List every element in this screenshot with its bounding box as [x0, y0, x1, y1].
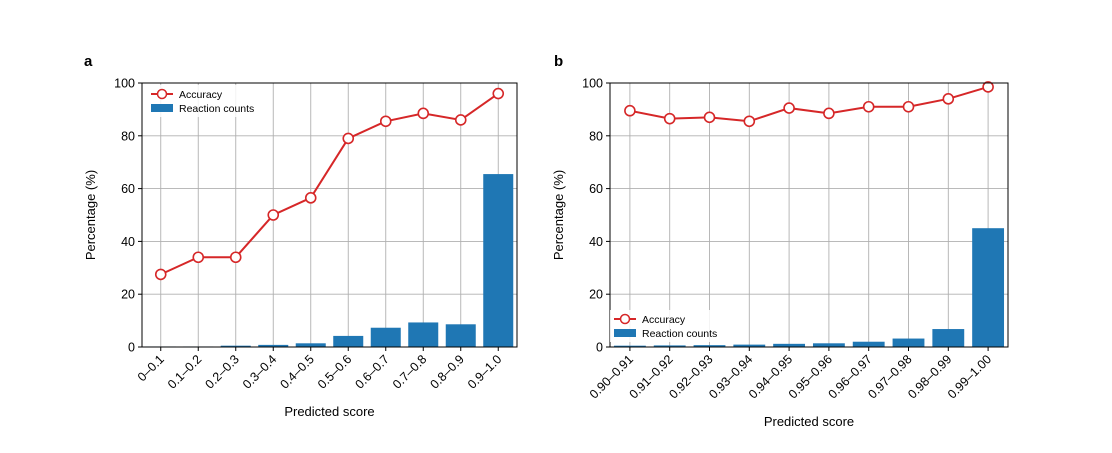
- y-axis-label: Percentage (%): [551, 170, 566, 260]
- point-accuracy: [862, 100, 875, 113]
- point-accuracy: [379, 115, 392, 128]
- x-axis-label: Predicted score: [284, 404, 374, 419]
- x-tick-label: 0.9–1.0: [465, 352, 504, 391]
- bar-reaction-counts: [972, 228, 1005, 347]
- point-accuracy: [492, 87, 505, 100]
- y-tick-label: 80: [589, 129, 603, 143]
- point-accuracy: [743, 115, 756, 128]
- x-tick-label: 0.2–0.3: [202, 352, 241, 391]
- point-accuracy: [417, 107, 430, 120]
- x-tick-label: 0.4–0.5: [277, 352, 316, 391]
- legend-bars-label: Reaction counts: [179, 103, 254, 115]
- legend-bars-swatch: [614, 329, 636, 337]
- legend-bars-label: Reaction counts: [642, 328, 717, 340]
- bar-reaction-counts: [408, 322, 439, 347]
- plot-frame: [609, 82, 1009, 348]
- y-tick-label: 0: [128, 341, 135, 355]
- point-accuracy: [902, 100, 915, 113]
- point-accuracy: [663, 112, 676, 125]
- y-tick-label: 60: [589, 182, 603, 196]
- plot-frame: [141, 82, 518, 348]
- point-accuracy: [783, 102, 795, 114]
- legend: Accuracy Reaction counts: [610, 310, 720, 342]
- bar-reaction-counts: [370, 327, 401, 347]
- y-tick-label: 60: [121, 182, 135, 196]
- bar-reaction-counts: [812, 343, 845, 347]
- y-tick-label: 100: [114, 77, 135, 91]
- panel-letter: b: [554, 53, 563, 70]
- x-tick-label: 0.1–0.2: [165, 352, 204, 391]
- bar-reaction-counts: [220, 345, 251, 347]
- point-accuracy: [304, 192, 317, 204]
- point-accuracy: [982, 81, 994, 93]
- bar-reaction-counts: [932, 329, 965, 347]
- panel-b: b0204060801000.90–0.910.91–0.920.92–0.93…: [551, 53, 1009, 429]
- legend-accuracy-marker: [619, 313, 631, 325]
- legend-accuracy-label: Accuracy: [642, 314, 686, 326]
- point-accuracy: [942, 93, 955, 105]
- bar-reaction-counts: [733, 344, 766, 347]
- panel-letter: a: [84, 53, 93, 70]
- legend: Accuracy Reaction counts: [147, 85, 257, 117]
- bar-reaction-counts: [333, 335, 364, 347]
- point-accuracy: [823, 107, 835, 120]
- point-accuracy: [342, 132, 355, 145]
- y-tick-label: 40: [121, 235, 135, 249]
- legend-accuracy-label: Accuracy: [179, 89, 223, 101]
- y-tick-label: 40: [589, 235, 603, 249]
- bar-reaction-counts: [295, 343, 326, 347]
- point-accuracy: [192, 251, 205, 264]
- y-tick-label: 0: [596, 341, 603, 355]
- x-tick-label: 0.6–0.7: [352, 352, 391, 391]
- point-accuracy: [229, 251, 242, 264]
- bar-reaction-counts: [773, 343, 806, 347]
- x-tick-label: 0.3–0.4: [240, 352, 279, 391]
- point-accuracy: [624, 104, 636, 117]
- y-tick-label: 20: [121, 288, 135, 302]
- x-tick-label: 0–0.1: [135, 352, 167, 384]
- point-accuracy: [267, 209, 280, 221]
- bar-reaction-counts: [693, 345, 726, 347]
- point-accuracy: [703, 111, 716, 124]
- bar-reaction-counts: [483, 174, 514, 347]
- legend-accuracy-marker: [156, 88, 168, 100]
- bar-reaction-counts: [445, 324, 476, 347]
- point-accuracy: [454, 114, 467, 126]
- bar-reaction-counts: [852, 341, 885, 347]
- x-tick-label: 0.99–1.00: [945, 352, 994, 401]
- x-tick-label: 0.8–0.9: [427, 352, 466, 391]
- legend-bars-swatch: [151, 104, 173, 112]
- x-tick-label: 0.7–0.8: [390, 352, 429, 391]
- bar-reaction-counts: [613, 345, 646, 347]
- panel-a: a0204060801000–0.10.1–0.20.2–0.30.3–0.40…: [83, 53, 518, 419]
- line-accuracy: [629, 86, 989, 123]
- line-accuracy: [160, 92, 499, 276]
- bar-reaction-counts: [892, 338, 925, 347]
- y-tick-label: 20: [589, 288, 603, 302]
- x-axis-label: Predicted score: [764, 414, 854, 429]
- x-tick-label: 0.5–0.6: [315, 352, 354, 391]
- point-accuracy: [154, 268, 167, 281]
- y-axis-label: Percentage (%): [83, 170, 98, 260]
- bar-reaction-counts: [653, 345, 686, 347]
- y-tick-label: 80: [121, 129, 135, 143]
- bar-reaction-counts: [258, 344, 289, 347]
- y-tick-label: 100: [582, 77, 603, 91]
